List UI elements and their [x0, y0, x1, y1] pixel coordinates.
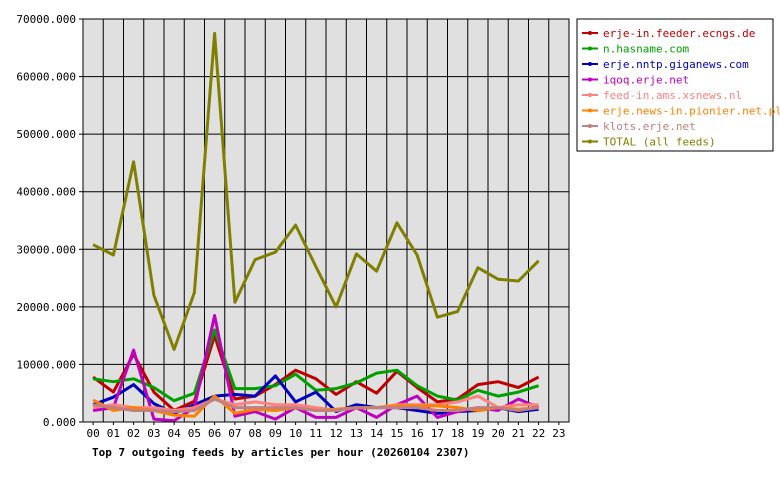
legend-marker — [588, 124, 592, 128]
x-tick-label: 16 — [411, 427, 424, 440]
legend-label: feed-in.ams.xsnews.nl — [603, 89, 742, 102]
legend-marker — [588, 62, 592, 66]
legend-marker — [588, 31, 592, 35]
legend-label: TOTAL (all feeds) — [603, 136, 716, 149]
y-tick-label: 10000.000 — [16, 358, 76, 371]
x-tick-label: 18 — [451, 427, 464, 440]
x-tick-label: 08 — [249, 427, 262, 440]
x-tick-label: 04 — [168, 427, 182, 440]
y-tick-label: 60000.000 — [16, 71, 76, 84]
legend-label: klots.erje.net — [603, 120, 696, 133]
x-tick-label: 11 — [309, 427, 322, 440]
x-tick-label: 12 — [330, 427, 343, 440]
y-axis-ticks: 0.000 10000.000 20000.000 30000.000 40000.00… — [16, 13, 83, 429]
legend-marker — [588, 108, 592, 113]
x-tick-label: 01 — [107, 427, 120, 440]
legend-label: n.hasname.com — [603, 43, 689, 56]
y-tick-label: 50000.000 — [16, 128, 76, 141]
grid-lines — [83, 19, 569, 422]
x-tick-label: 07 — [228, 427, 241, 440]
legend-label: iqoq.erje.net — [603, 74, 689, 87]
x-tick-label: 13 — [350, 427, 363, 440]
legend-marker — [588, 77, 592, 82]
plot-border — [82, 18, 570, 423]
legend-marker — [588, 139, 592, 144]
y-tick-label: 70000.000 — [16, 13, 76, 26]
chart-title: Top 7 outgoing feeds by articles per hou… — [92, 446, 470, 459]
x-axis-ticks: 00 01 02 03 04 05 06 07 08 09 10 11 12 13 14 15 16 17 18 19… — [87, 422, 566, 440]
series-line-1 — [92, 328, 540, 403]
x-tick-label: 00 — [87, 427, 100, 440]
x-tick-label: 20 — [492, 427, 505, 440]
x-tick-label: 19 — [471, 427, 484, 440]
x-tick-label: 17 — [431, 427, 444, 440]
x-tick-label: 15 — [390, 427, 403, 440]
y-tick-label: 20000.000 — [16, 301, 76, 314]
series-layer — [92, 31, 540, 423]
x-tick-label: 03 — [147, 427, 160, 440]
x-tick-label: 02 — [127, 427, 140, 440]
series-line-0 — [92, 334, 540, 412]
legend: erje-in.feeder.ecngs.de n.hasname.com erje… — [582, 27, 780, 149]
legend-label: erje.nntp.giganews.com — [603, 58, 749, 71]
x-tick-label: 09 — [269, 427, 282, 440]
x-tick-label: 06 — [208, 427, 221, 440]
x-tick-label: 10 — [289, 427, 302, 440]
y-tick-label: 40000.000 — [16, 186, 76, 199]
series-line-4 — [92, 394, 539, 412]
series-line-7 — [92, 31, 540, 351]
y-tick-label: 0.000 — [43, 416, 76, 429]
x-tick-label: 21 — [512, 427, 525, 440]
legend-label: erje-in.feeder.ecngs.de — [603, 27, 755, 40]
x-tick-label: 05 — [188, 427, 201, 440]
x-tick-label: 14 — [370, 427, 384, 440]
legend-label: erje.news-in.pionier.net.pl — [603, 105, 780, 118]
y-tick-label: 30000.000 — [16, 243, 76, 256]
series-line-6 — [92, 397, 539, 414]
legend-box — [576, 18, 774, 152]
legend-marker — [588, 46, 592, 51]
x-tick-label: 23 — [552, 427, 565, 440]
x-tick-label: 22 — [532, 427, 545, 440]
legend-marker — [588, 93, 592, 97]
